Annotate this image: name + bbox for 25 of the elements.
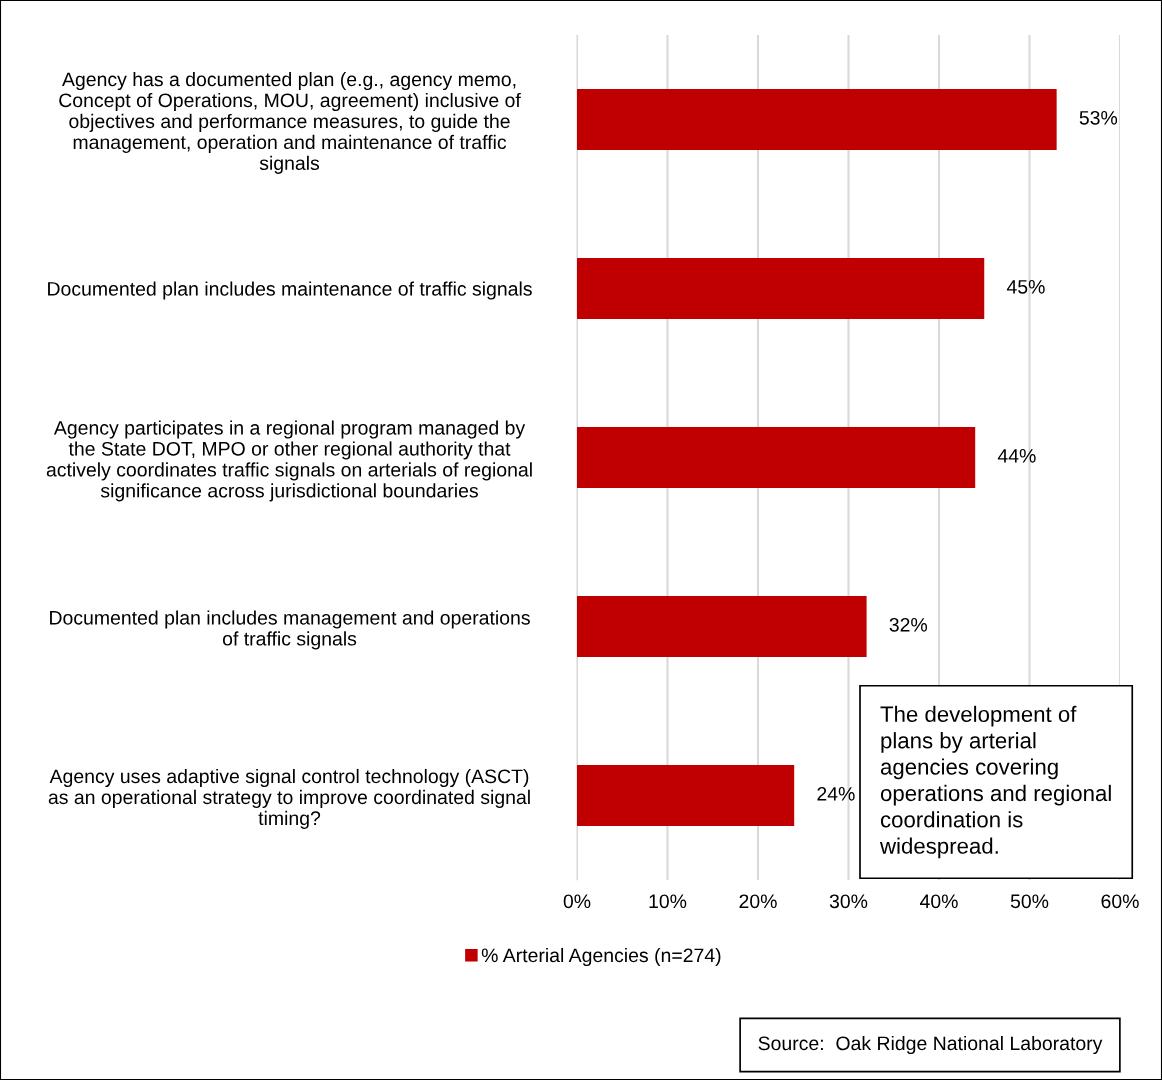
x-tick-label: 20% bbox=[739, 894, 777, 909]
bar bbox=[577, 596, 867, 657]
data-label: 32% bbox=[889, 617, 928, 632]
legend-label: % Arterial Agencies (n=274) bbox=[481, 947, 721, 967]
data-label: 45% bbox=[1006, 280, 1045, 294]
y-tick-label: Agency uses adaptive signal control technology (ASCT) as an operational strategy to improve coordinated signal timing? bbox=[48, 768, 530, 829]
y-tick-label: Agency participates in a regional program managed by the State DOT, MPO or other regional authority that actively coordinates traffic signals on arterials of regional significance across jurisdictional boundaries bbox=[46, 420, 532, 502]
source-note: Source: Oak Ridge National Laboratory bbox=[758, 1035, 1103, 1055]
data-label: 24% bbox=[817, 786, 855, 801]
y-tick-label: Documented plan includes management and operations of traffic signals bbox=[50, 610, 530, 650]
bar bbox=[577, 258, 985, 319]
x-tick-label: 50% bbox=[1010, 894, 1049, 909]
x-tick-label: 30% bbox=[829, 894, 868, 909]
x-tick-label: 40% bbox=[919, 894, 958, 909]
bar bbox=[577, 427, 976, 488]
data-label: 53% bbox=[1079, 110, 1118, 125]
bar bbox=[577, 765, 795, 826]
data-label: 44% bbox=[997, 449, 1036, 463]
x-tick-label: 60% bbox=[1101, 894, 1139, 909]
bar bbox=[577, 89, 1057, 150]
annotation: The development of plans by arterial agencies covering operations and regional coordination is widespread. bbox=[879, 705, 1111, 859]
y-tick-label: Agency has a documented plan (e.g., agency memo, Concept of Operations, MOU, agreement) inclusive of objectives and performance measures, to guide the management, operation and maintenance of traffic signals bbox=[59, 71, 521, 174]
x-tick-label: 10% bbox=[649, 894, 687, 909]
x-tick-label: 0% bbox=[563, 894, 591, 909]
y-tick-label: Documented plan includes maintenance of traffic signals bbox=[48, 281, 532, 300]
